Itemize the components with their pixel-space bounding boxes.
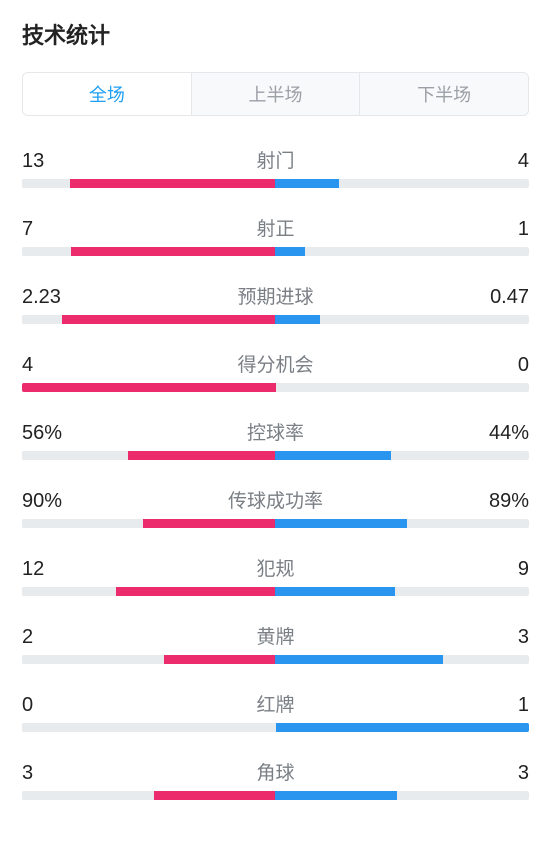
stat-label: 角球: [74, 758, 477, 785]
home-bar-segment: [154, 791, 276, 800]
away-value: 3: [477, 626, 529, 649]
stat-bar: [22, 723, 529, 732]
stat-label: 射正: [74, 214, 477, 241]
stat-label: 控球率: [74, 418, 477, 445]
away-value: 0.47: [477, 286, 529, 309]
stat-row: 12犯规9: [22, 538, 529, 606]
period-tabs: 全场上半场下半场: [22, 72, 529, 116]
stat-label: 红牌: [74, 690, 477, 717]
stat-bar: [22, 655, 529, 664]
stat-label: 得分机会: [74, 350, 477, 377]
stat-bar: [22, 519, 529, 528]
stat-bar: [22, 179, 529, 188]
section-title: 技术统计: [0, 0, 551, 64]
stat-row: 7射正1: [22, 198, 529, 266]
stat-row: 3角球3: [22, 742, 529, 810]
away-bar-segment: [276, 723, 530, 732]
stat-label: 预期进球: [74, 282, 477, 309]
home-bar-segment: [22, 383, 276, 392]
stat-label: 黄牌: [74, 622, 477, 649]
stat-label: 犯规: [74, 554, 477, 581]
away-bar-segment: [275, 519, 406, 528]
away-value: 89%: [477, 490, 529, 513]
away-value: 3: [477, 762, 529, 785]
stat-row: 90%传球成功率89%: [22, 470, 529, 538]
away-bar-segment: [275, 179, 338, 188]
stat-row: 2黄牌3: [22, 606, 529, 674]
away-bar-segment: [275, 587, 395, 596]
stat-label: 传球成功率: [74, 486, 477, 513]
stat-row: 0红牌1: [22, 674, 529, 742]
stat-bar: [22, 315, 529, 324]
home-value: 2: [22, 626, 74, 649]
home-bar-segment: [128, 451, 276, 460]
away-bar-segment: [275, 315, 320, 324]
stat-bar: [22, 587, 529, 596]
stat-row: 4得分机会0: [22, 334, 529, 402]
away-value: 44%: [477, 422, 529, 445]
stat-row: 56%控球率44%: [22, 402, 529, 470]
away-bar-segment: [275, 247, 304, 256]
away-value: 1: [477, 218, 529, 241]
away-bar-segment: [275, 791, 397, 800]
stat-row: 2.23预期进球0.47: [22, 266, 529, 334]
home-value: 56%: [22, 422, 74, 445]
stat-row: 13射门4: [22, 130, 529, 198]
away-bar-segment: [275, 451, 391, 460]
tab-1[interactable]: 上半场: [192, 73, 361, 115]
home-value: 2.23: [22, 286, 74, 309]
away-value: 4: [477, 150, 529, 173]
home-value: 90%: [22, 490, 74, 513]
stat-label: 射门: [74, 146, 477, 173]
away-value: 1: [477, 694, 529, 717]
stat-bar: [22, 247, 529, 256]
stat-bar: [22, 383, 529, 392]
home-value: 7: [22, 218, 74, 241]
stat-bar: [22, 451, 529, 460]
home-bar-segment: [164, 655, 276, 664]
tab-0[interactable]: 全场: [23, 73, 192, 115]
tab-2[interactable]: 下半场: [360, 73, 528, 115]
home-bar-segment: [62, 315, 276, 324]
away-value: 0: [477, 354, 529, 377]
home-value: 4: [22, 354, 74, 377]
home-bar-segment: [143, 519, 276, 528]
stat-bar: [22, 791, 529, 800]
home-bar-segment: [70, 179, 276, 188]
away-value: 9: [477, 558, 529, 581]
home-value: 13: [22, 150, 74, 173]
home-bar-segment: [116, 587, 275, 596]
stats-list: 13射门47射正12.23预期进球0.474得分机会056%控球率44%90%传…: [0, 124, 551, 810]
away-bar-segment: [275, 655, 442, 664]
home-value: 3: [22, 762, 74, 785]
home-value: 12: [22, 558, 74, 581]
home-bar-segment: [71, 247, 275, 256]
home-value: 0: [22, 694, 74, 717]
